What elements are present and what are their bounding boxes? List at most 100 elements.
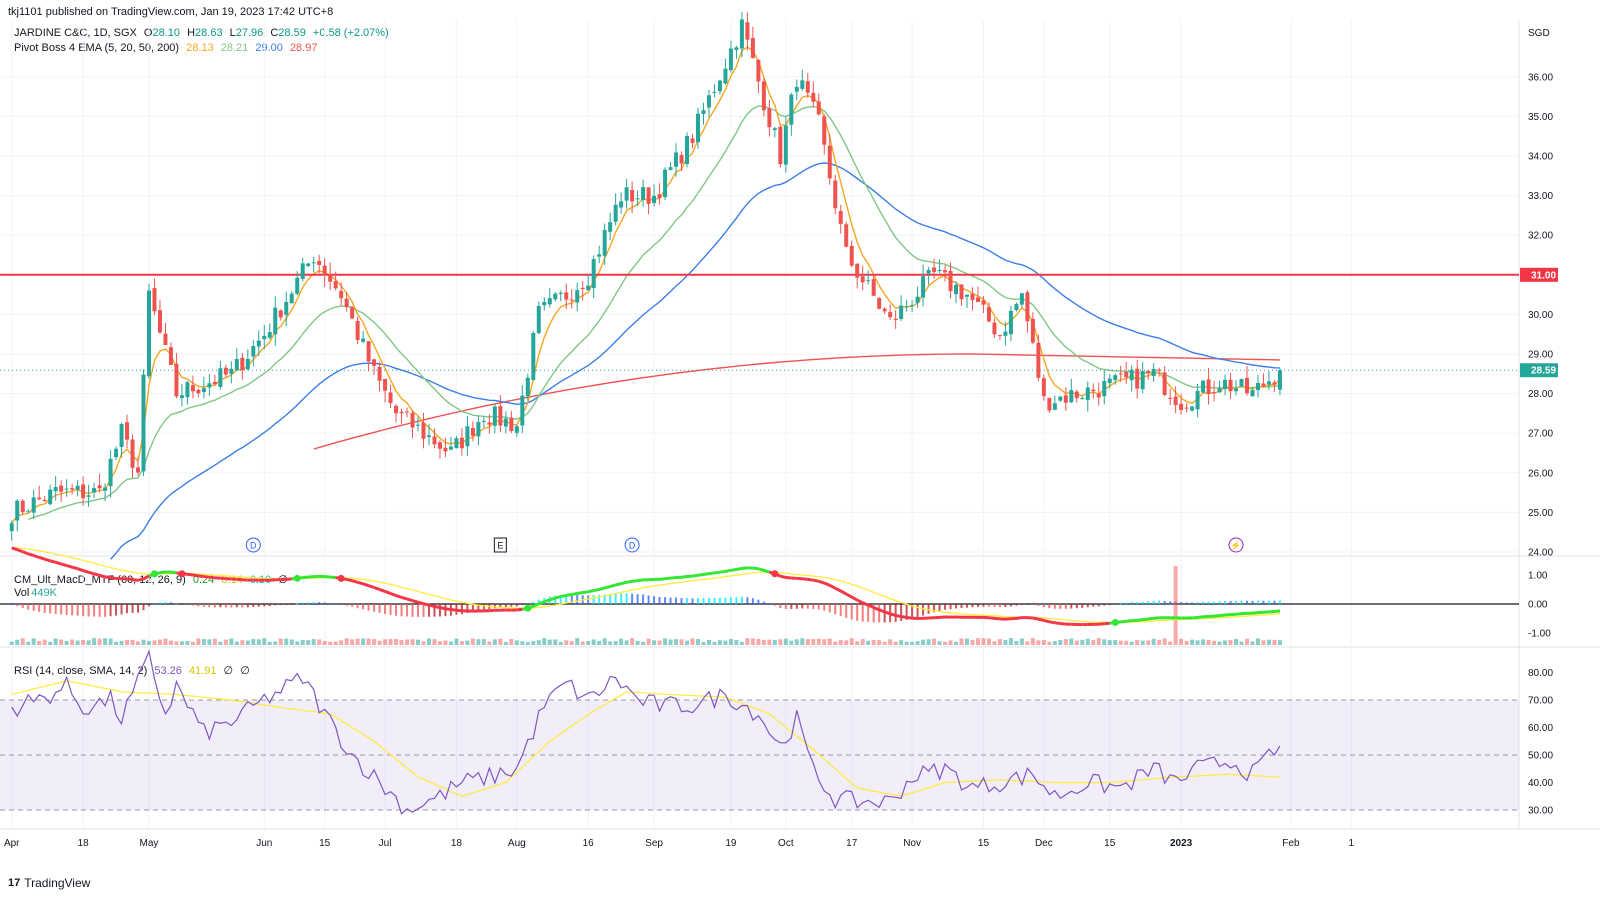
- rsi-legend: RSI (14, close, SMA, 14, 2) 53.26 41.91 …: [14, 664, 254, 677]
- macd-line-segment: [714, 570, 721, 575]
- volume-bar: [1052, 641, 1057, 645]
- macd-histogram-bar: [1092, 604, 1095, 607]
- close-label: C: [270, 27, 279, 39]
- macd-histogram-bar: [686, 597, 689, 604]
- macd-histogram-bar: [131, 604, 134, 613]
- candle-body: [267, 332, 272, 338]
- macd-line-segment: [1043, 618, 1050, 624]
- volume-bar: [37, 641, 42, 645]
- event-marker-label: E: [497, 541, 503, 551]
- volume-bar: [1074, 640, 1079, 645]
- macd-line-segment: [187, 572, 194, 577]
- macd-line-segment: [450, 608, 457, 612]
- candle-body: [569, 299, 574, 301]
- macd-histogram-bar: [1064, 604, 1067, 609]
- candle-body: [1206, 379, 1211, 395]
- volume-bar: [26, 641, 31, 645]
- candle-body: [805, 81, 810, 93]
- macd-histogram-bar: [905, 604, 908, 620]
- price-tick-label: 26.00: [1528, 468, 1553, 479]
- volume-bar: [1107, 640, 1112, 645]
- volume-bar: [1212, 640, 1217, 645]
- dividend-marker: [245, 537, 261, 553]
- candle-body: [405, 411, 410, 413]
- candle-body: [1036, 342, 1041, 378]
- rsi-line: [11, 649, 1281, 815]
- candle-body: [185, 382, 190, 398]
- macd-histogram-bar: [21, 604, 24, 608]
- macd-line-segment: [697, 573, 704, 577]
- macd-histogram-bar: [867, 604, 870, 622]
- candle-body: [1173, 396, 1178, 406]
- macd-histogram-bar: [1163, 600, 1166, 604]
- macd-histogram-bar: [724, 597, 727, 604]
- volume-bar: [833, 641, 838, 645]
- volume-bar: [646, 638, 651, 645]
- volume-bar: [1234, 638, 1239, 645]
- price-tick-label: 34.00: [1528, 152, 1553, 163]
- candle-body: [838, 211, 843, 224]
- volume-bar: [597, 640, 602, 645]
- candle-body: [800, 80, 805, 89]
- macd-histogram-bar: [916, 604, 919, 618]
- volume-bar: [1047, 641, 1052, 645]
- resistance-price-label: 31.00: [1531, 270, 1556, 281]
- macd-histogram-bar: [120, 604, 123, 615]
- candle-body: [904, 306, 909, 308]
- macd-histogram-bar: [647, 595, 650, 604]
- volume-bar: [355, 638, 360, 645]
- volume-bar: [163, 638, 168, 645]
- macd-line-segment: [867, 603, 875, 609]
- candle-body: [443, 447, 448, 452]
- macd-histogram-bar: [493, 604, 496, 609]
- volume-bar: [372, 639, 377, 645]
- volume-bar: [179, 641, 184, 645]
- time-tick-label: 1: [1349, 838, 1355, 849]
- macd-line-segment: [412, 599, 419, 604]
- candle-body: [1063, 395, 1068, 403]
- macd-histogram-bar: [1037, 604, 1040, 606]
- macd-histogram-bar: [740, 596, 743, 604]
- close-value: 28.59: [278, 27, 306, 39]
- macd-histogram-bar: [713, 597, 716, 604]
- volume-bar: [306, 640, 311, 645]
- time-tick-label: Oct: [778, 838, 794, 849]
- candle-body: [92, 488, 97, 493]
- publisher-line: tkj1101 published on TradingView.com, Ja…: [8, 6, 334, 18]
- volume-bar: [822, 639, 827, 645]
- macd-line-segment: [889, 612, 897, 617]
- volume-bar: [706, 639, 711, 645]
- macd-histogram-bar: [16, 604, 19, 606]
- symbol-name: JARDINE C&C, 1D, SGX: [14, 27, 137, 39]
- candle-body: [157, 310, 162, 333]
- candle-body: [377, 366, 382, 381]
- candle-body: [745, 22, 750, 40]
- volume-bar: [185, 641, 190, 645]
- macd-histogram-bar: [998, 604, 1001, 608]
- resistance-price-tag: [1520, 267, 1558, 282]
- candle-body: [256, 340, 261, 347]
- macd-histogram-bar: [702, 597, 705, 604]
- volume-bar: [92, 638, 97, 645]
- macd-line-segment: [571, 591, 578, 596]
- tradingview-footer[interactable]: 17 TradingView: [8, 876, 90, 890]
- candle-body: [663, 169, 668, 198]
- macd-histogram-bar: [197, 604, 200, 607]
- candle-body: [926, 269, 931, 274]
- volume-bar: [108, 638, 113, 645]
- macd-histogram-bar: [839, 604, 842, 617]
- volume-bar: [882, 641, 887, 645]
- candle-body: [399, 411, 404, 414]
- macd-line-segment: [988, 616, 995, 620]
- volume-bar: [201, 639, 206, 645]
- macd-histogram-bar: [334, 603, 337, 605]
- macd-histogram-bar: [872, 604, 875, 623]
- macd-line-segment: [900, 615, 907, 619]
- candle-body: [1179, 403, 1184, 411]
- volume-bar: [871, 639, 876, 645]
- macd-histogram-bar: [944, 604, 947, 610]
- volume-bar: [487, 641, 492, 645]
- currency-label: SGD: [1528, 28, 1550, 39]
- macd-histogram-bar: [71, 604, 74, 616]
